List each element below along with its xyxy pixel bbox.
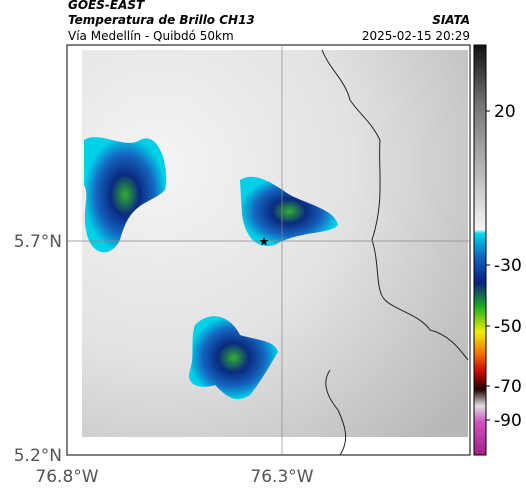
colorbar-label: -70 [494, 377, 522, 397]
source: SIATA [432, 13, 470, 27]
border-line [325, 369, 347, 456]
colorbar-scale [473, 44, 487, 456]
lon-label: 76.8°W [35, 467, 98, 487]
cloud [240, 176, 338, 246]
lon-label: 76.3°W [250, 467, 313, 487]
timestamp: 2025-02-15 20:29 [362, 29, 470, 43]
cloud-cells [84, 137, 338, 400]
border-line [321, 49, 469, 361]
colorbar-label: -90 [494, 411, 522, 431]
colorbar-label: 20 [494, 102, 516, 122]
colorbar: 20 -30 -50 -70 -90 [473, 44, 522, 456]
title: Temperatura de Brillo CH13 [68, 13, 255, 27]
lat-label: 5.7°N [14, 232, 62, 252]
lat-label: 5.2°N [14, 446, 62, 466]
city-marker: ★ [259, 235, 270, 249]
colorbar-label: -50 [494, 317, 522, 337]
header: GOES-EAST Temperatura de Brillo CH13 Vía… [68, 0, 470, 43]
cloud [84, 137, 167, 253]
colorbar-label: -30 [494, 256, 522, 276]
cloud [189, 316, 278, 400]
map: ★ 5.7°N 5.2°N 76.8°W 76.3°W [14, 44, 471, 487]
product: GOES-EAST [68, 0, 145, 12]
route: Vía Medellín - Quibdó 50km [68, 29, 234, 43]
